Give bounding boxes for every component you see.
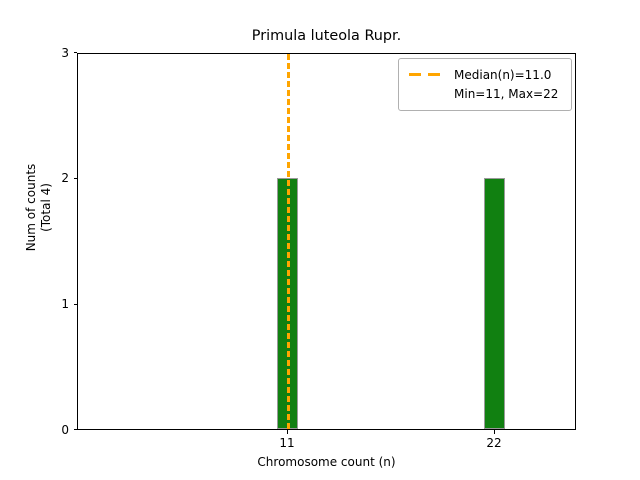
y-tick-label-3: 3 xyxy=(61,46,69,60)
y-tick-mark-3 xyxy=(73,52,77,54)
legend-label-median: Median(n)=11.0 xyxy=(454,67,552,82)
legend-entry-median: Median(n)=11.0 xyxy=(407,65,563,84)
y-tick-mark-0 xyxy=(73,429,77,431)
y-tick-label-0: 0 xyxy=(61,423,69,437)
legend-label-minmax: Min=11, Max=22 xyxy=(454,86,559,101)
dashed-line-icon xyxy=(407,68,445,82)
bar-22 xyxy=(484,177,505,429)
legend-handle-empty xyxy=(407,87,445,101)
plot-area xyxy=(77,53,576,430)
x-tick-label-11: 11 xyxy=(279,436,295,450)
y-tick-label-2: 2 xyxy=(61,171,69,185)
y-tick-mark-1 xyxy=(73,303,77,305)
legend: Median(n)=11.0 Min=11, Max=22 xyxy=(398,58,572,111)
x-axis-label: Chromosome count (n) xyxy=(257,455,396,469)
x-tick-label-22: 22 xyxy=(486,436,502,450)
x-tick-mark-22 xyxy=(494,430,495,434)
median-line xyxy=(287,54,290,429)
y-axis-label-line2: (Total 4) xyxy=(39,183,53,232)
y-axis-label: Num of counts (Total 4) xyxy=(22,53,56,430)
y-axis-label-line1: Num of counts xyxy=(24,163,38,252)
chart-title: Primula luteola Rupr. xyxy=(251,28,402,44)
y-tick-mark-2 xyxy=(73,178,77,179)
x-tick-mark-11 xyxy=(287,430,288,434)
y-tick-label-1: 1 xyxy=(61,297,69,311)
legend-entry-minmax: Min=11, Max=22 xyxy=(407,84,563,103)
